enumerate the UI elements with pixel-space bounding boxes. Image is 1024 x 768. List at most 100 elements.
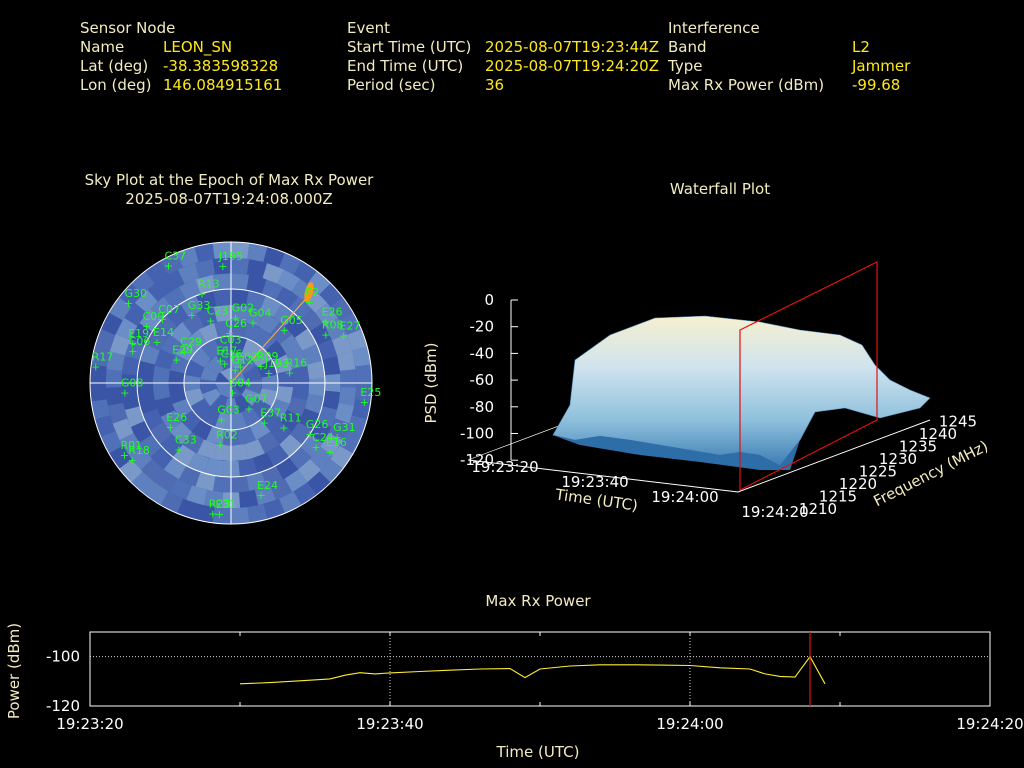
power-chart-grid: [90, 632, 990, 706]
sky-heat-tile: [330, 445, 354, 469]
sky-heat-tile: [241, 388, 261, 407]
satellite-label: G02: [232, 301, 255, 314]
z-tick-label: -60: [470, 371, 495, 389]
satellite-marker: +: [244, 403, 253, 416]
z-tick-label: -100: [460, 425, 494, 443]
satellite-marker: +: [219, 343, 228, 356]
sky-heat-tile: [179, 410, 202, 432]
sky-heat-tile: [166, 303, 189, 327]
sky-heat-tile: [337, 351, 356, 371]
satellite-marker: +: [215, 439, 224, 452]
sky-heat-tile: [280, 410, 302, 432]
sky-heat-tile: [204, 458, 224, 477]
satellite-marker: +: [311, 441, 320, 454]
sky-heat-tile: [219, 367, 231, 383]
sky-heat-tile: [334, 402, 355, 424]
lon-label: Lon (deg): [80, 76, 152, 94]
sky-heat-tile: [244, 439, 265, 460]
sky-heat-tile: [308, 378, 325, 397]
y-tick-label: 1240: [919, 425, 957, 443]
sky-heat-tile: [182, 432, 204, 454]
satellite-label: R01: [121, 439, 143, 452]
satellite-label: C02: [236, 351, 258, 364]
type-label: Type: [668, 57, 703, 75]
sky-heat-tile: [231, 507, 250, 524]
satellite-marker: +: [231, 364, 240, 377]
sky-heat-tile: [131, 271, 155, 295]
sky-heat-tile: [94, 329, 116, 351]
sky-heat-tile: [186, 485, 208, 506]
sky-heat-tile: [322, 356, 341, 376]
satellite-label: E16: [326, 436, 347, 449]
sky-heat-tile: [292, 383, 310, 401]
sky-heat-tile: [124, 338, 145, 360]
sky-heat-tile: [119, 283, 143, 307]
satellite-label: G03: [217, 403, 240, 416]
sky-heat-tile: [172, 444, 196, 467]
y-tick-label: 1220: [839, 475, 877, 493]
waterfall-plot: 0-20-40-60-80-100-120 19:23:2019:23:4019…: [422, 261, 991, 521]
lat-label: Lat (deg): [80, 57, 149, 75]
sky-heat-tile: [292, 365, 310, 383]
sky-heat-tile: [320, 433, 343, 456]
sky-heat-tile: [284, 469, 308, 493]
sky-heat-tile: [243, 365, 263, 382]
sky-heat-tile: [305, 394, 324, 414]
sky-heat-tile: [317, 406, 338, 428]
sky-heat-tile: [307, 360, 325, 380]
sky-heat-tile: [107, 402, 128, 424]
waterfall-title: Waterfall Plot: [669, 180, 771, 198]
start-value: 2025-08-07T19:23:44Z: [485, 38, 659, 56]
sky-heat-tile: [265, 340, 287, 362]
sky-heat-tile: [197, 439, 218, 460]
sky-heat-tile: [90, 383, 107, 402]
sky-heat-tile: [194, 504, 215, 523]
x-tick-label: 19:23:20: [471, 458, 538, 476]
satellite-marker: +: [260, 417, 269, 430]
satellite-label: G04: [249, 307, 272, 320]
sky-heat-tile: [246, 471, 267, 492]
sky-heat-tile: [154, 349, 175, 370]
satellite-label: G33: [188, 299, 211, 312]
sky-heat-tile: [319, 283, 343, 307]
sky-heat-tile: [277, 269, 301, 292]
satellite-marker: +: [305, 296, 314, 309]
interference-title: Interference: [668, 19, 760, 37]
satellite-marker: +: [264, 367, 273, 380]
sky-heat-tile: [199, 365, 219, 382]
sky-heat-tile: [260, 295, 282, 318]
sky-heat-tile: [231, 412, 248, 430]
satellite-label: C16: [221, 348, 243, 361]
satellite-label: E2: [305, 286, 319, 299]
satellite-label: E14: [153, 326, 174, 339]
z-tick-label: 0: [484, 291, 494, 309]
satellite-label: G08: [121, 376, 144, 389]
sky-heat-tile: [270, 422, 293, 445]
sky-heat-tile: [287, 349, 308, 370]
sky-heat-tile: [187, 452, 209, 474]
sky-heat-tile: [213, 304, 231, 322]
satellite-label: E24: [257, 479, 278, 492]
sky-heat-tile: [91, 399, 110, 420]
sky-heat-tile: [258, 388, 278, 407]
sky-heat-tile: [145, 260, 169, 284]
sky-heat-tile: [322, 390, 341, 410]
satellite-marker: +: [197, 288, 206, 301]
x-tick-label: 19:23:40: [356, 715, 423, 733]
sky-heat-tile: [169, 321, 192, 344]
sky-heat-tile: [91, 346, 110, 367]
sky-heat-tile: [109, 334, 131, 356]
y-tick-label: 1230: [879, 450, 917, 468]
sky-heat-tile: [121, 356, 140, 376]
sky-heat-tile: [253, 452, 275, 474]
satellite-marker: +: [228, 386, 237, 399]
sky-heat-tile: [191, 419, 213, 441]
sky-heat-tile: [203, 490, 223, 508]
sky-heat-tile: [261, 465, 284, 487]
sky-heat-tile: [212, 507, 231, 524]
sky-heat-tile: [317, 338, 338, 360]
satellite-marker: +: [280, 324, 289, 337]
sky-heat-tile: [131, 471, 155, 495]
power-chart-ticks: 19:23:20 19:23:40 19:24:00 19:24:20 -100 -120: [46, 632, 1024, 733]
